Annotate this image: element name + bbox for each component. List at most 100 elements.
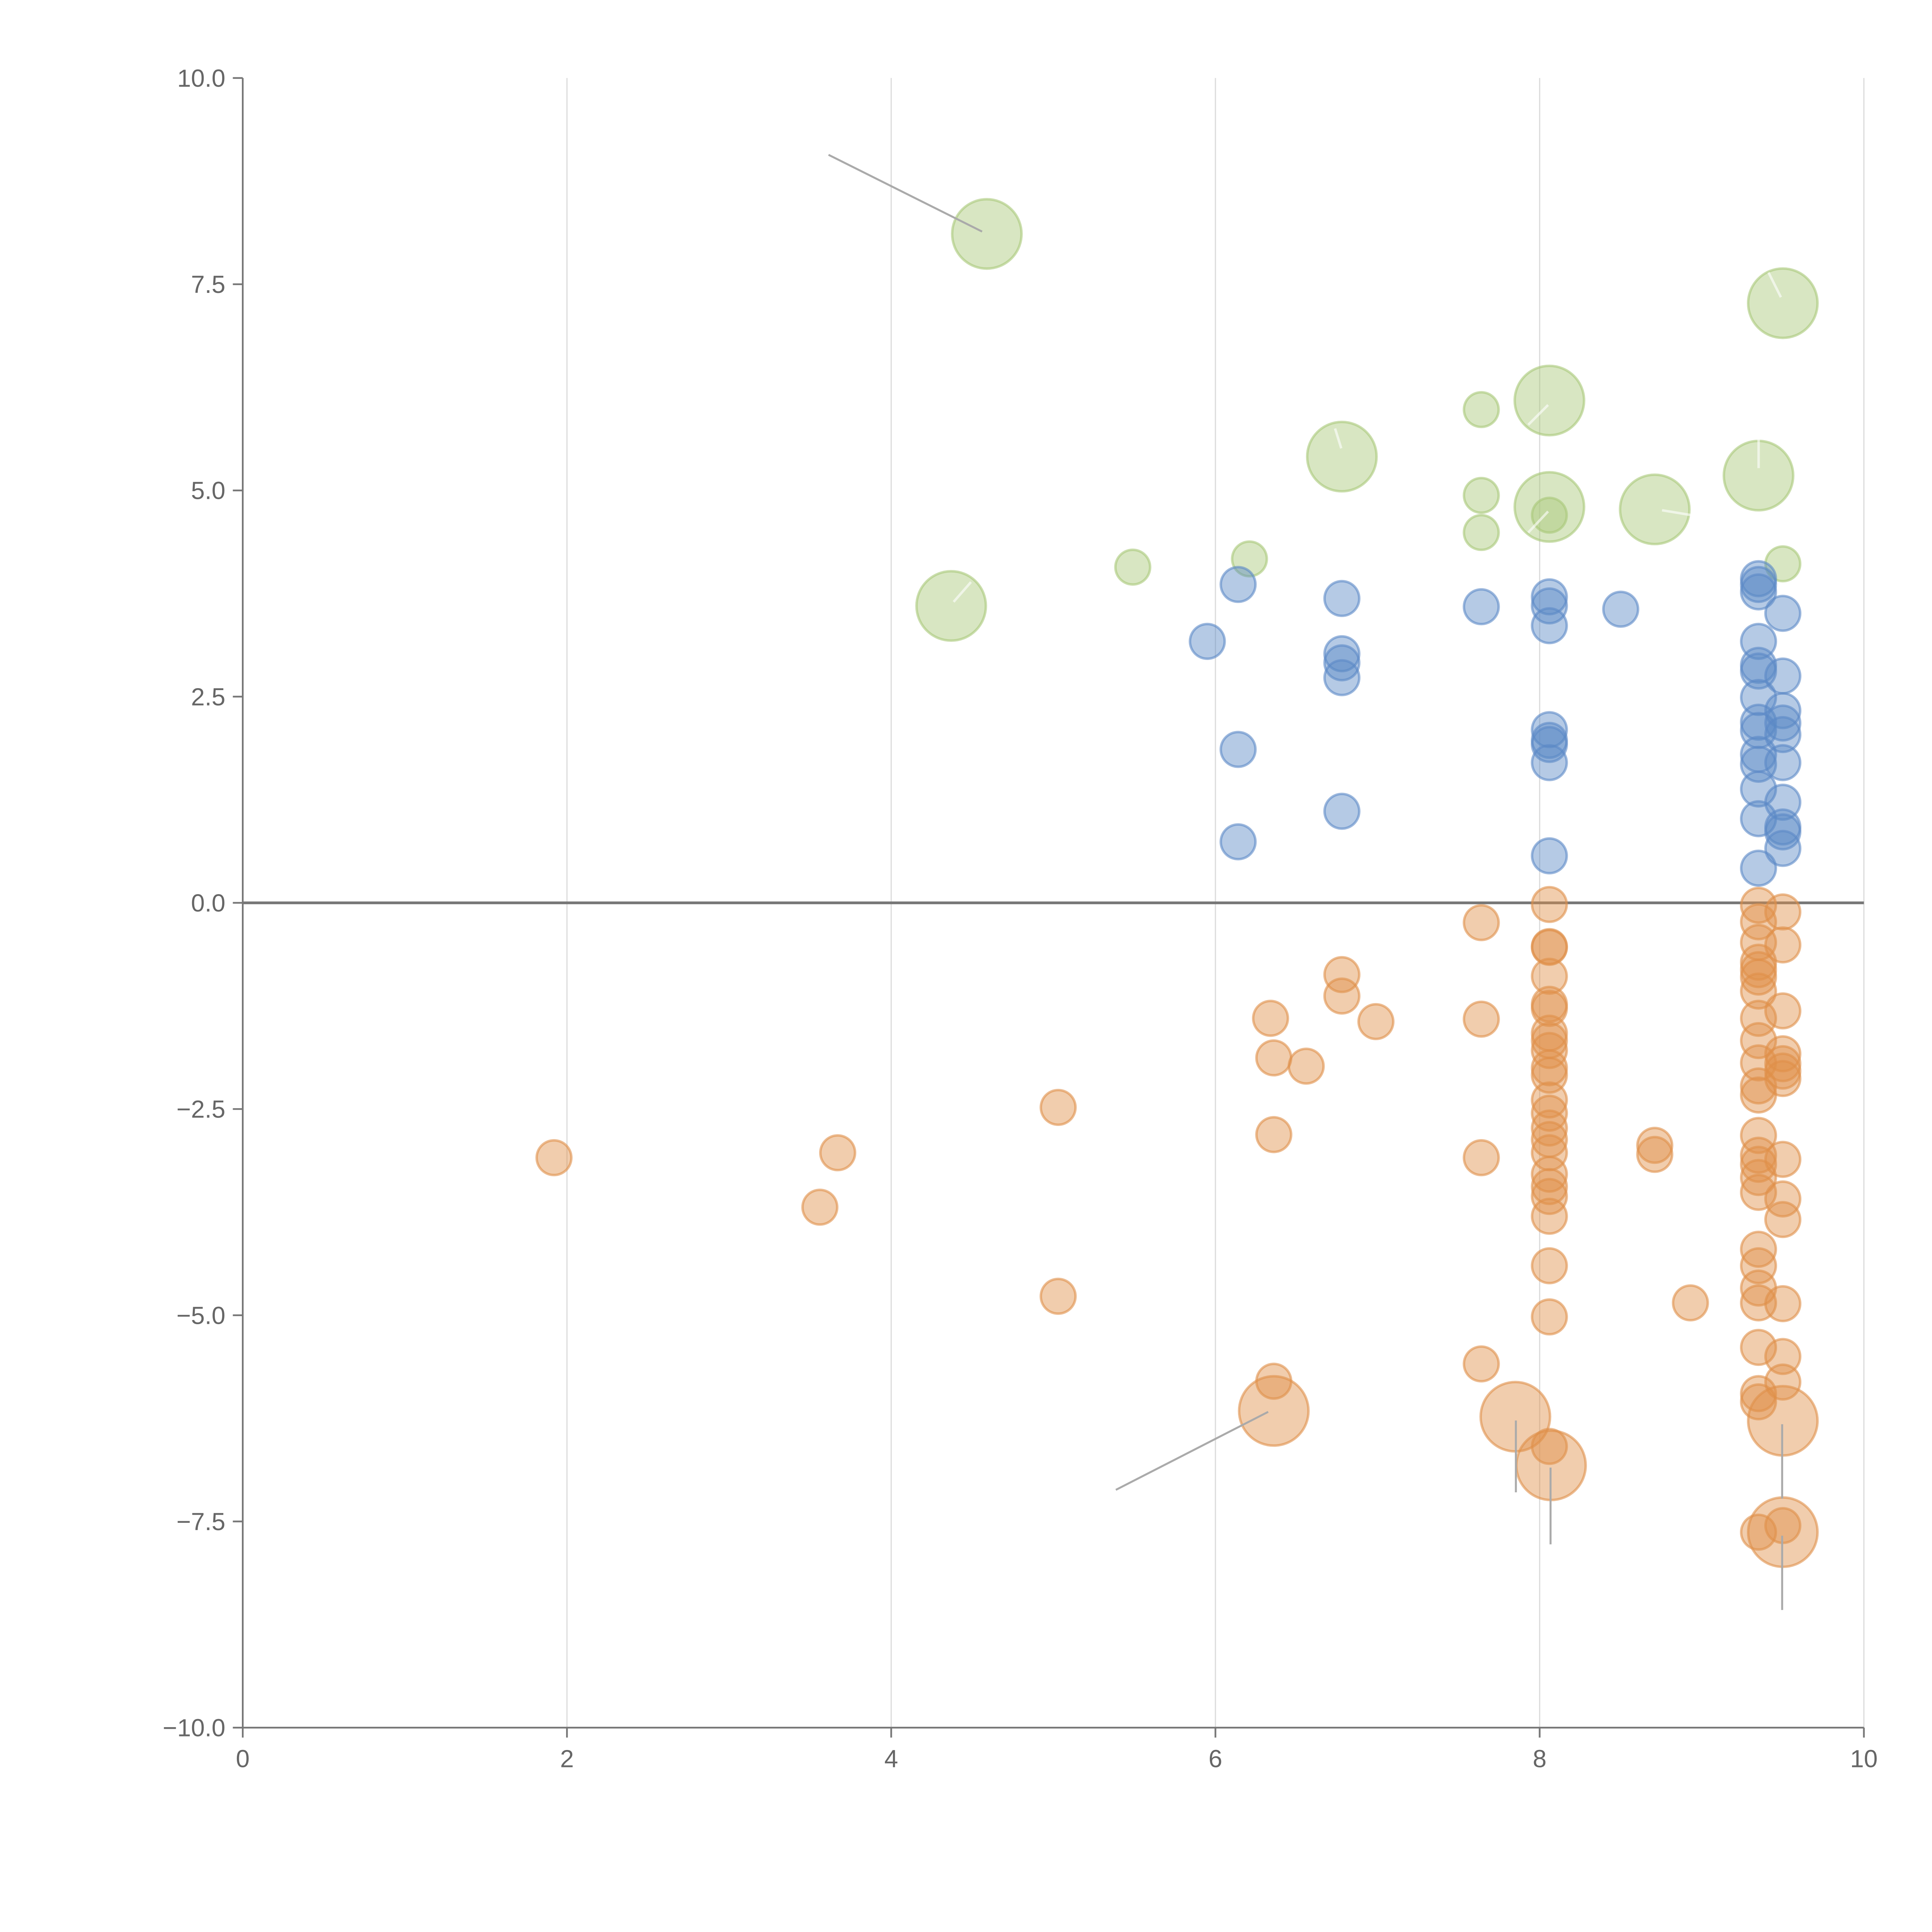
y-tick-label: 5.0: [191, 477, 225, 505]
data-point: [1531, 587, 1568, 625]
data-point: [1306, 420, 1378, 493]
data-point: [915, 570, 987, 642]
y-tick-label: −5.0: [177, 1301, 226, 1329]
data-point: [1323, 956, 1361, 993]
data-point: [1764, 716, 1802, 753]
data-point: [1740, 573, 1777, 611]
data-point: [1531, 1155, 1568, 1193]
data-point: [1531, 886, 1568, 923]
data-point: [1764, 1201, 1802, 1238]
data-point: [1764, 992, 1802, 1030]
data-point: [1323, 977, 1361, 1015]
data-point: [535, 1139, 573, 1177]
data-point: [1463, 391, 1500, 429]
data-point: [1740, 903, 1777, 940]
data-point: [1531, 837, 1568, 874]
data-point: [1531, 1081, 1568, 1119]
data-point: [1531, 744, 1568, 781]
data-point: [1252, 1000, 1289, 1037]
data-point: [1513, 471, 1585, 543]
data-point: [1531, 497, 1568, 534]
data-point: [1764, 1285, 1802, 1323]
y-tick-label: −2.5: [177, 1095, 226, 1123]
x-tick-label: 2: [560, 1745, 574, 1773]
y-tick-label: 7.5: [191, 270, 225, 298]
data-point: [1764, 1180, 1802, 1218]
data-point: [1463, 514, 1500, 551]
series-green: [915, 198, 1819, 642]
data-point: [1636, 1136, 1673, 1173]
x-tick-label: 8: [1533, 1745, 1547, 1773]
data-point: [1764, 1363, 1802, 1401]
data-point: [1740, 1117, 1777, 1154]
data-point: [1255, 1116, 1293, 1153]
data-point: [1740, 849, 1777, 887]
y-tick-label: −7.5: [177, 1508, 226, 1536]
data-point: [1189, 622, 1226, 660]
data-point: [1463, 588, 1500, 626]
data-point: [1219, 823, 1257, 861]
data-point: [1463, 1000, 1500, 1038]
data-point: [1323, 659, 1361, 696]
leader-line: [1662, 509, 1692, 517]
leader-line: [828, 154, 983, 233]
data-point: [819, 1134, 857, 1172]
data-point: [1636, 1127, 1673, 1164]
annotation-leader-lines-light: [952, 272, 1782, 603]
data-point: [1531, 1197, 1568, 1235]
data-point: [1740, 1247, 1777, 1284]
data-point: [1740, 1146, 1777, 1183]
data-point: [1219, 566, 1257, 603]
x-tick-label: 10: [1850, 1745, 1878, 1773]
y-tick-label: 2.5: [191, 683, 225, 711]
data-points: [535, 198, 1819, 1568]
data-point: [1531, 1247, 1568, 1284]
data-point: [1531, 607, 1568, 645]
data-point: [1463, 1345, 1500, 1383]
data-point: [1039, 1277, 1077, 1315]
data-point: [1747, 267, 1819, 339]
data-point: [1764, 704, 1802, 742]
data-point: [951, 198, 1023, 270]
y-tick-label: 10.0: [177, 64, 226, 92]
y-axis-ticks: −10.0 −7.5 −5.0 −2.5 0.0 2.5 5.0 7.5 10.0: [163, 64, 243, 1742]
data-point: [1531, 1094, 1568, 1132]
leader-line: [1527, 404, 1549, 426]
leader-line: [1527, 510, 1549, 534]
data-point: [1323, 580, 1361, 617]
data-point: [1357, 1003, 1395, 1040]
data-point: [1740, 1000, 1777, 1037]
leader-line: [1767, 272, 1782, 298]
leader-line: [952, 581, 972, 603]
data-point: [1764, 893, 1802, 931]
data-point: [1740, 1173, 1777, 1211]
data-point: [1114, 548, 1151, 586]
data-point: [1531, 711, 1568, 748]
data-point: [1287, 1048, 1325, 1085]
data-point: [1672, 1284, 1709, 1321]
annotation-leader-lines: [828, 154, 1783, 1610]
data-point: [1764, 595, 1802, 632]
series-orange: [535, 886, 1819, 1568]
data-point: [1463, 476, 1500, 514]
data-point: [1740, 972, 1777, 1010]
data-point: [1463, 904, 1500, 941]
data-point: [1764, 1060, 1802, 1097]
data-point: [1740, 958, 1777, 996]
data-point: [1764, 1141, 1802, 1178]
data-point: [801, 1189, 838, 1226]
x-tick-label: 4: [884, 1745, 898, 1773]
leader-line: [1115, 1411, 1269, 1491]
y-tick-label: 0.0: [191, 889, 225, 917]
data-point: [1619, 473, 1691, 546]
data-point: [1531, 929, 1568, 966]
data-point: [1740, 1375, 1777, 1412]
data-point: [1740, 1329, 1777, 1366]
data-point: [1764, 744, 1802, 781]
x-tick-label: 6: [1209, 1745, 1223, 1773]
data-point: [1764, 926, 1802, 964]
data-point: [1323, 793, 1361, 830]
data-point: [1740, 652, 1777, 690]
data-point: [1463, 1139, 1500, 1177]
leader-line: [1334, 428, 1343, 449]
